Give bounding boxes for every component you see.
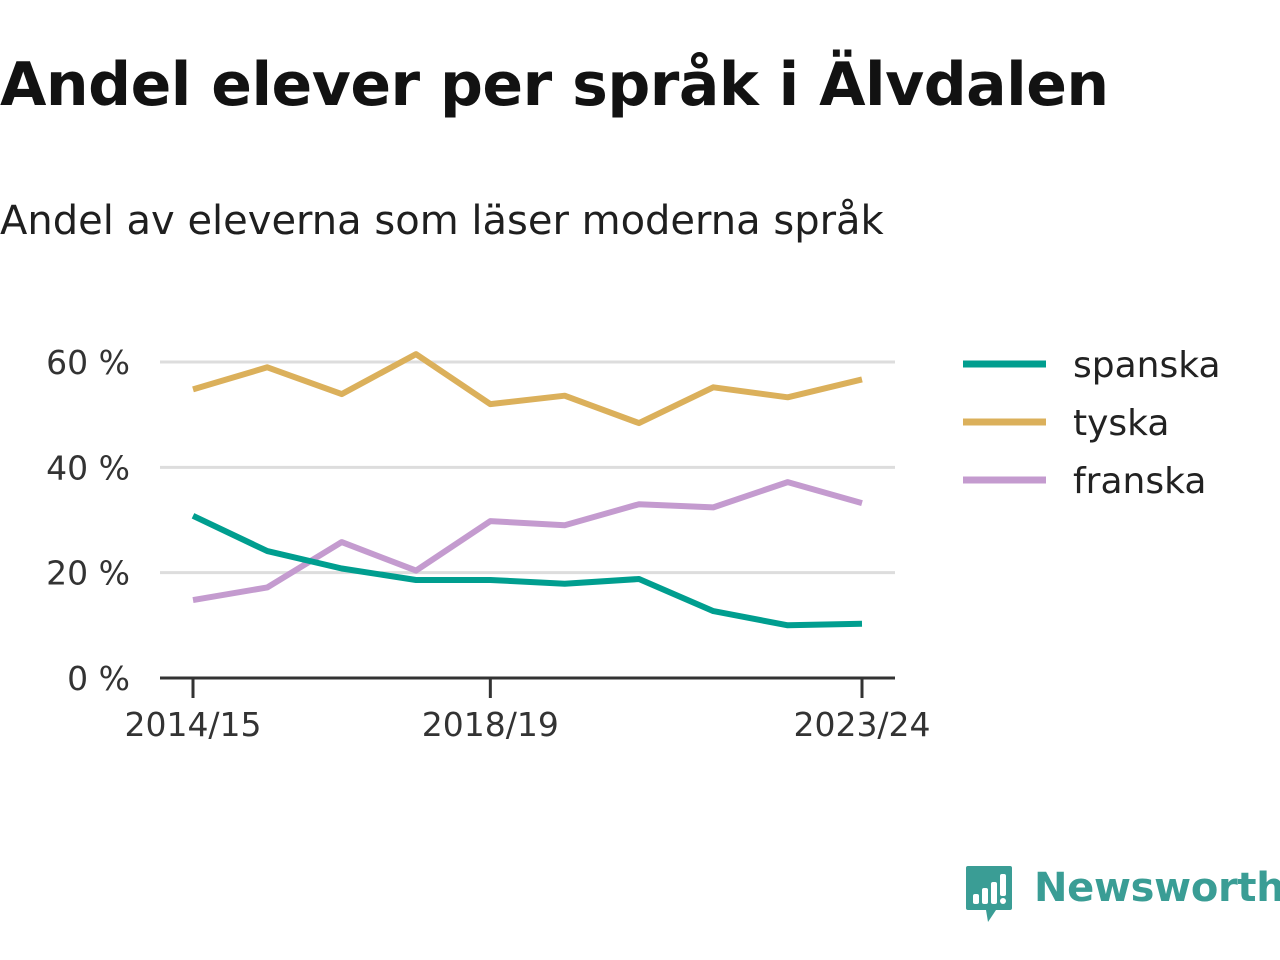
legend: spanska tyska franska — [963, 345, 1221, 502]
legend-label-tyska: tyska — [1073, 403, 1169, 444]
y-tick-label: 0 % — [67, 659, 130, 698]
x-tick-label: 2023/24 — [793, 705, 930, 744]
brand-logo: Newsworthy — [964, 864, 1280, 924]
y-tick-label: 60 % — [46, 343, 130, 382]
legend-label-franska: franska — [1073, 461, 1206, 502]
legend-label-spanska: spanska — [1073, 345, 1221, 386]
series-line-franska — [192, 479, 863, 604]
y-tick-label: 40 % — [46, 448, 130, 487]
y-tick-label: 20 % — [46, 554, 130, 593]
brand-name: Newsworthy — [1034, 865, 1280, 911]
newsworthy-logo-icon — [966, 866, 1012, 922]
series-line-spanska — [191, 513, 863, 629]
chart-subtitle: Andel av eleverna som läser moderna språ… — [0, 198, 884, 244]
series-lines — [191, 351, 863, 629]
grid-lines: 0 % 20 % 40 % 60 % — [46, 343, 895, 698]
series-line-tyska — [192, 351, 863, 427]
x-tick-label: 2018/19 — [422, 705, 559, 744]
line-chart: 0 % 20 % 40 % 60 % 2014/15 2018/19 2023/24 sp… — [46, 343, 1221, 744]
x-axis: 2014/15 2018/19 2023/24 — [124, 676, 931, 744]
chart-title: Andel elever per språk i Älvdalen — [0, 50, 1109, 120]
x-tick-label: 2014/15 — [124, 705, 261, 744]
